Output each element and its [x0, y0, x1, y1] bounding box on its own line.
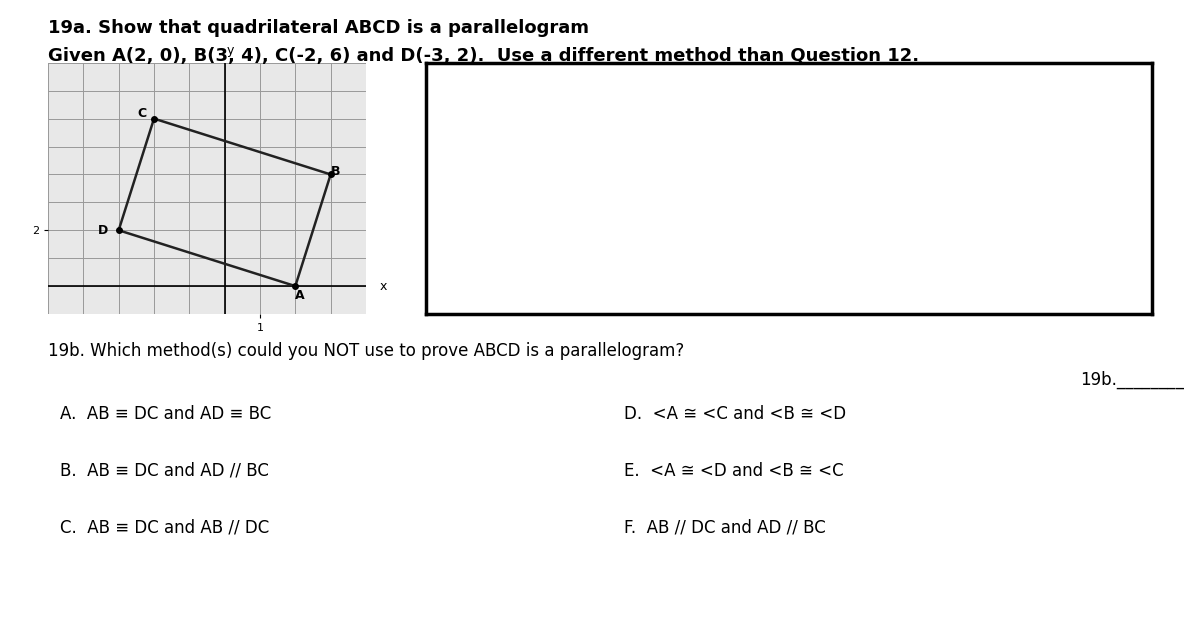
Text: B: B [331, 165, 341, 178]
Text: 19b. Which method(s) could you NOT use to prove ABCD is a parallelogram?: 19b. Which method(s) could you NOT use t… [48, 342, 684, 360]
Text: y: y [227, 44, 234, 57]
Text: x: x [380, 279, 388, 293]
Text: C: C [137, 107, 146, 119]
Text: Given A(2, 0), B(3, 4), C(-2, 6) and D(-3, 2).  Use a different method than Ques: Given A(2, 0), B(3, 4), C(-2, 6) and D(-… [48, 47, 919, 65]
Text: D.  <A ≅ <C and <B ≅ <D: D. <A ≅ <C and <B ≅ <D [624, 405, 846, 423]
Text: E.  <A ≅ <D and <B ≅ <C: E. <A ≅ <D and <B ≅ <C [624, 462, 844, 480]
Text: A.  AB ≡ DC and AD ≡ BC: A. AB ≡ DC and AD ≡ BC [60, 405, 271, 423]
Text: 19a. Show that quadrilateral ABCD is a parallelogram: 19a. Show that quadrilateral ABCD is a p… [48, 19, 589, 37]
Text: D: D [97, 224, 108, 237]
Text: F.  AB // DC and AD // BC: F. AB // DC and AD // BC [624, 518, 826, 536]
Text: 19b.________: 19b.________ [1080, 371, 1184, 389]
Text: B.  AB ≡ DC and AD // BC: B. AB ≡ DC and AD // BC [60, 462, 269, 480]
Text: C.  AB ≡ DC and AB // DC: C. AB ≡ DC and AB // DC [60, 518, 269, 536]
Text: A: A [295, 290, 305, 302]
